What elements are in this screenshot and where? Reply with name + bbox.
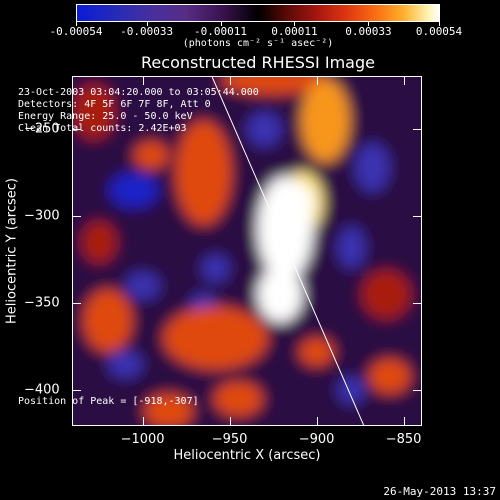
colorbar-tick-label: -0.00011: [194, 25, 248, 38]
x-tick-label: −850: [385, 432, 422, 447]
y-axis-tick: [413, 303, 421, 305]
x-axis-tick: [142, 77, 144, 85]
negative-blob: [107, 350, 143, 379]
x-axis-tick: [229, 77, 231, 85]
x-axis-label: Heliocentric X (arcsec): [173, 448, 321, 463]
emission-blob: [299, 338, 334, 366]
y-axis-tick: [73, 390, 81, 392]
colorbar-tick: [146, 22, 148, 26]
colorbar-tick: [220, 22, 222, 26]
y-tick-label: −300: [24, 208, 60, 224]
y-axis-tick: [413, 129, 421, 131]
emission-blob: [163, 306, 268, 370]
colorbar-tick-label: -0.00054: [49, 25, 103, 38]
emission-core: [269, 199, 301, 258]
x-axis-tick: [229, 417, 231, 425]
x-axis-tick: [142, 417, 144, 425]
emission-blob: [368, 358, 411, 394]
negative-blob: [247, 111, 282, 147]
emission-blob: [213, 381, 263, 417]
emission-blob: [300, 78, 350, 163]
x-tick-label: −1000: [120, 432, 165, 447]
x-tick-label: −950: [211, 432, 248, 447]
y-tick-label: −350: [24, 295, 60, 311]
info-peak-position: Position of Peak = [-918,-307]: [18, 396, 199, 407]
y-tick-label: −400: [24, 382, 60, 398]
emission-blob: [133, 141, 169, 170]
emission-blob: [83, 289, 133, 352]
colorbar-tick: [294, 22, 296, 26]
y-axis-tick: [73, 216, 81, 218]
emission-blob: [220, 77, 326, 95]
emission-blob: [81, 221, 117, 264]
info-energy: Energy Range: 25.0 - 50.0 keV: [18, 111, 193, 122]
negative-blob: [109, 172, 159, 208]
y-axis-tick: [413, 390, 421, 392]
colorbar-tick: [76, 22, 77, 26]
colorbar-tick: [368, 22, 370, 26]
negative-blob: [337, 376, 366, 405]
info-time-range: 23-Oct-2003 03:04:20.000 to 03:05:44.000: [18, 87, 259, 98]
image-canvas: [73, 77, 421, 425]
info-detectors: Detectors: 4F 5F 6F 7F 8F, Att 0: [18, 99, 211, 110]
negative-blob: [125, 271, 160, 300]
y-axis-label: Heliocentric Y (arcsec): [4, 178, 20, 324]
negative-blob: [201, 254, 230, 283]
footer-timestamp: 26-May-2013 13:37: [383, 485, 496, 498]
emission-blob: [144, 393, 194, 425]
x-axis-tick: [403, 77, 405, 85]
colorbar-tick-label: -0.00033: [120, 25, 174, 38]
emission-core: [267, 279, 293, 310]
colorbar-tick: [439, 22, 440, 26]
colorbar-units: (photons cm⁻² s⁻¹ asec⁻²): [182, 38, 334, 49]
emission-blob: [175, 120, 232, 225]
y-axis-tick: [413, 216, 421, 218]
y-axis-tick: [73, 129, 81, 131]
x-axis-tick: [316, 417, 318, 425]
plot-title: Reconstructed RHESSI Image: [141, 53, 375, 72]
colorbar-tick-label: 0.00011: [271, 25, 318, 38]
y-axis-tick: [73, 303, 81, 305]
negative-blob: [337, 226, 366, 269]
colorbar: [76, 4, 440, 22]
x-tick-label: −900: [298, 432, 335, 447]
x-axis-tick: [403, 417, 405, 425]
x-axis-tick: [316, 77, 318, 85]
negative-blob: [354, 143, 390, 192]
colorbar-tick-label: 0.00033: [345, 25, 392, 38]
y-tick-label: −250: [24, 121, 60, 137]
info-clean: Clean Total counts: 2.42E+03: [18, 123, 187, 134]
limb-line: [211, 77, 365, 425]
colorbar-tick-label: 0.00054: [415, 25, 463, 38]
image-plot: [72, 76, 422, 426]
emission-blob: [361, 270, 411, 319]
emission-blob: [73, 83, 115, 140]
